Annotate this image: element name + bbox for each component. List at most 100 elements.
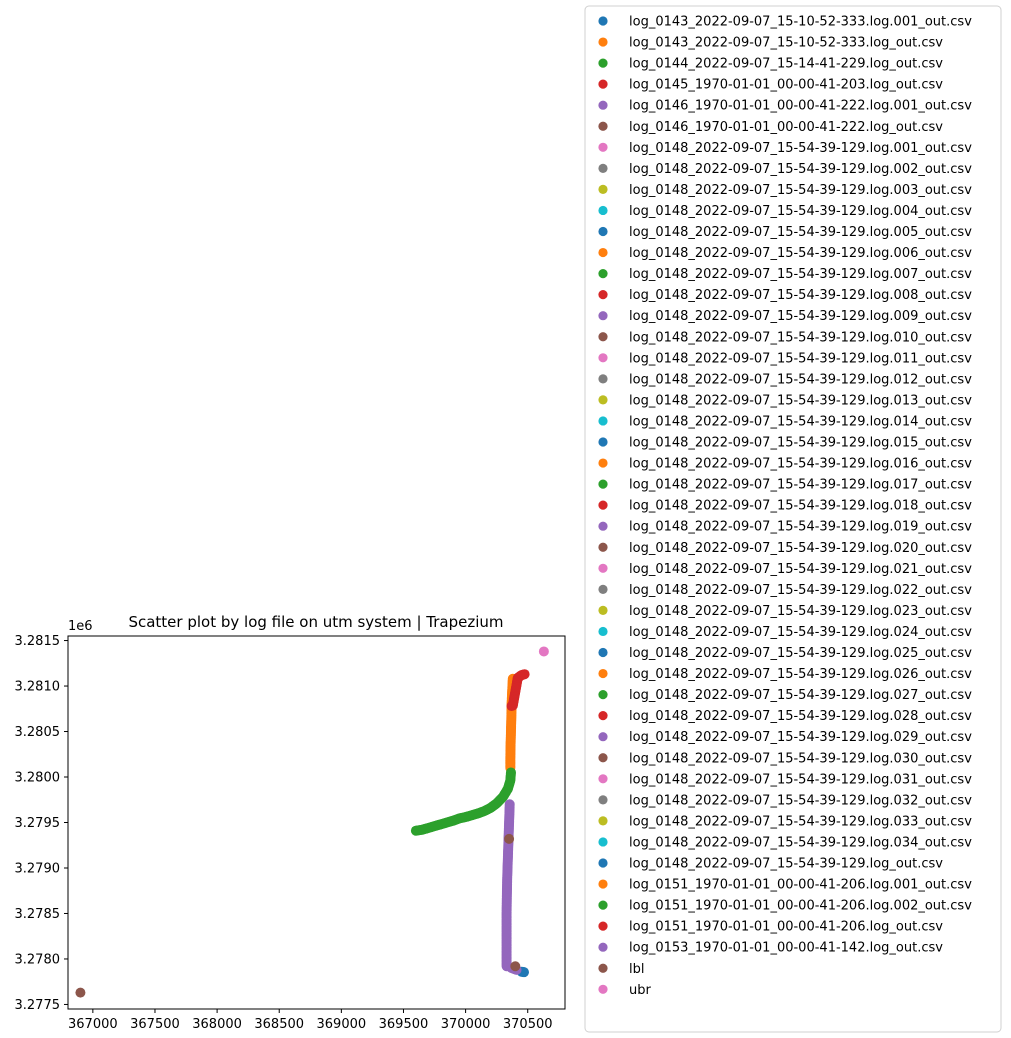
- legend-label: log_0148_2022-09-07_15-54-39-129.log.031…: [629, 772, 972, 787]
- data-point: [504, 799, 515, 810]
- legend-label: log_0148_2022-09-07_15-54-39-129.log.024…: [629, 625, 972, 640]
- y-tick-label: 3.2780: [15, 952, 61, 967]
- legend-marker: [598, 563, 608, 573]
- series-32-points: [410, 767, 516, 836]
- legend-label: log_0148_2022-09-07_15-54-39-129.log.017…: [629, 478, 972, 493]
- y-tick-label: 3.2810: [15, 680, 61, 695]
- series-33-points: [506, 669, 530, 712]
- chart-title: Scatter plot by log file on utm system |…: [128, 613, 503, 631]
- legend-label: log_0148_2022-09-07_15-54-39-129.log.033…: [629, 814, 972, 829]
- legend-label: log_0148_2022-09-07_15-54-39-129.log.003…: [629, 183, 972, 198]
- legend-label: log_0148_2022-09-07_15-54-39-129.log.010…: [629, 330, 972, 345]
- legend-label: log_0148_2022-09-07_15-54-39-129.log.015…: [629, 436, 972, 451]
- y-axis: 3.2775 3.2780 3.2785 3.2790 3.2795 3.2800 3.28…: [15, 634, 68, 1013]
- legend-marker: [598, 79, 608, 89]
- legend-label: log_0148_2022-09-07_15-54-39-129.log.006…: [629, 246, 972, 261]
- legend-marker: [598, 837, 608, 847]
- x-axis: 367000 367500 368000 368500 369000 369500 3700…: [68, 1009, 553, 1032]
- legend-marker: [598, 247, 608, 258]
- y-tick-label: 3.2805: [15, 725, 61, 740]
- data-point: [538, 646, 549, 657]
- legend-label: log_0148_2022-09-07_15-54-39-129.log.025…: [629, 646, 972, 661]
- legend-marker: [598, 100, 608, 110]
- legend-marker: [598, 942, 608, 952]
- legend-label: log_0148_2022-09-07_15-54-39-129.log.002…: [629, 162, 972, 177]
- legend-marker: [598, 858, 608, 868]
- legend-marker: [598, 542, 608, 552]
- legend-marker: [598, 753, 608, 763]
- legend-marker: [598, 142, 608, 152]
- legend-label: log_0148_2022-09-07_15-54-39-129.log.004…: [629, 204, 972, 219]
- legend-marker: [598, 584, 608, 594]
- legend-marker: [598, 290, 608, 300]
- data-point: [505, 767, 516, 778]
- legend: log_0143_2022-09-07_15-10-52-333.log.001…: [584, 5, 1002, 1033]
- legend-marker: [598, 963, 608, 973]
- legend-label: log_0148_2022-09-07_15-54-39-129.log.013…: [629, 393, 972, 408]
- legend-marker: [598, 479, 608, 489]
- x-tick-label: 367500: [130, 1017, 180, 1032]
- legend-label: log_0148_2022-09-07_15-54-39-129.log.034…: [629, 835, 972, 850]
- legend-marker: [598, 332, 608, 342]
- legend-label: log_0148_2022-09-07_15-54-39-129.log_out…: [629, 857, 943, 872]
- legend-label: log_0148_2022-09-07_15-54-39-129.log.011…: [629, 351, 972, 366]
- legend-marker: [598, 732, 608, 742]
- legend-label: log_0148_2022-09-07_15-54-39-129.log.028…: [629, 709, 972, 724]
- legend-label: log_0148_2022-09-07_15-54-39-129.log.021…: [629, 562, 972, 577]
- y-tick-label: 3.2790: [15, 861, 61, 876]
- legend-marker: [598, 458, 608, 468]
- y-tick-label: 3.2775: [15, 998, 61, 1013]
- legend-marker: [598, 711, 608, 721]
- legend-label: ubr: [629, 983, 651, 998]
- series-34-points: [501, 799, 522, 975]
- legend-label: log_0148_2022-09-07_15-54-39-129.log.001…: [629, 141, 972, 156]
- legend-marker: [598, 879, 608, 889]
- legend-marker: [598, 795, 608, 805]
- x-tick-label: 368500: [254, 1017, 304, 1032]
- legend-marker: [598, 626, 608, 637]
- y-tick-label: 3.2815: [15, 634, 61, 649]
- legend-marker: [598, 353, 608, 363]
- legend-label: log_0148_2022-09-07_15-54-39-129.log.005…: [629, 225, 972, 240]
- legend-label: log_0153_1970-01-01_00-00-41-142.log_out…: [629, 941, 943, 956]
- legend-label: log_0146_1970-01-01_00-00-41-222.log_out…: [629, 120, 943, 135]
- legend-label: log_0151_1970-01-01_00-00-41-206.log.001…: [629, 878, 972, 893]
- legend-label: log_0148_2022-09-07_15-54-39-129.log.027…: [629, 688, 972, 703]
- legend-label: log_0148_2022-09-07_15-54-39-129.log.022…: [629, 583, 972, 598]
- data-point: [510, 961, 521, 972]
- series-35-points: [504, 833, 521, 972]
- legend-marker: [598, 395, 608, 405]
- y-axis-offset-label: 1e6: [68, 619, 93, 634]
- legend-label: log_0148_2022-09-07_15-54-39-129.log.012…: [629, 372, 972, 387]
- legend-label: log_0148_2022-09-07_15-54-39-129.log.008…: [629, 288, 972, 303]
- data-point: [504, 833, 515, 844]
- legend-label: log_0151_1970-01-01_00-00-41-206.log_out…: [629, 920, 943, 935]
- legend-marker: [598, 774, 608, 784]
- x-tick-label: 370000: [441, 1017, 491, 1032]
- legend-label: log_0148_2022-09-07_15-54-39-129.log.009…: [629, 309, 972, 324]
- legend-label: log_0148_2022-09-07_15-54-39-129.log.019…: [629, 520, 972, 535]
- legend-frame: [584, 5, 1002, 1033]
- legend-marker: [598, 668, 608, 679]
- legend-marker: [598, 816, 608, 826]
- legend-marker: [598, 16, 608, 26]
- legend-label: log_0148_2022-09-07_15-54-39-129.log.014…: [629, 414, 972, 429]
- y-tick-label: 3.2795: [15, 816, 61, 831]
- legend-label: log_0151_1970-01-01_00-00-41-206.log.002…: [629, 899, 972, 914]
- legend-label: log_0148_2022-09-07_15-54-39-129.log.026…: [629, 667, 972, 682]
- legend-label: log_0148_2022-09-07_15-54-39-129.log.007…: [629, 267, 972, 282]
- legend-marker: [598, 521, 608, 531]
- legend-marker: [598, 500, 608, 510]
- legend-marker: [598, 690, 608, 700]
- series-46-points: [538, 646, 549, 657]
- legend-label: log_0145_1970-01-01_00-00-41-203.log_out…: [629, 78, 943, 93]
- legend-marker: [598, 58, 608, 68]
- legend-marker: [598, 121, 608, 131]
- legend-marker: [598, 647, 608, 658]
- legend-label: log_0148_2022-09-07_15-54-39-129.log.023…: [629, 604, 972, 619]
- legend-label: log_0143_2022-09-07_15-10-52-333.log.001…: [629, 15, 972, 30]
- series-45-points: [75, 987, 86, 998]
- legend-marker: [598, 605, 608, 616]
- legend-marker: [598, 184, 608, 194]
